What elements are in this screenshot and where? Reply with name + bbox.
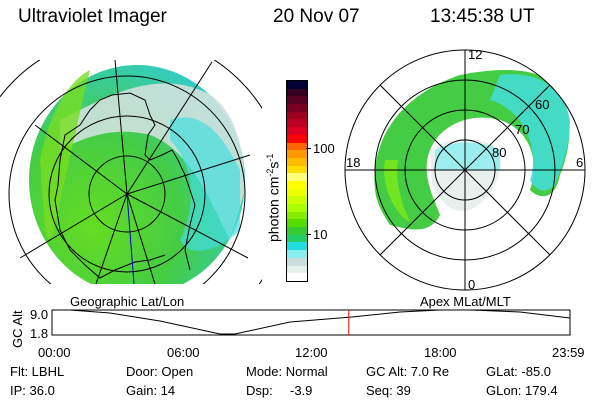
colorbar-band	[287, 234, 307, 243]
colorbar-band	[287, 157, 307, 166]
colorbar-band	[287, 242, 307, 251]
dsp-label: Dsp:	[246, 383, 273, 398]
colorbar-band	[287, 119, 307, 128]
mlt-label-0: 0	[468, 277, 476, 292]
gc-alt-info: GC Alt: 7.0 Re	[366, 364, 450, 379]
colorbar-band	[287, 219, 307, 228]
colorbar-band	[287, 165, 307, 174]
colorbar-band	[287, 188, 307, 197]
seq-info: Seq: 39	[366, 383, 411, 398]
lat-label-80: 80	[492, 145, 507, 160]
colorbar-band	[287, 273, 307, 281]
glat-info: GLat: -85.0	[486, 364, 552, 379]
colorbar-band	[287, 257, 307, 266]
altitude-curve	[69, 309, 571, 335]
colorbar-band	[287, 265, 307, 274]
colorbar-tick-label: 10	[313, 227, 328, 242]
colorbar	[286, 80, 308, 282]
colorbar-band	[287, 127, 307, 135]
colorbar-band	[287, 142, 307, 151]
colorbar-tick-label: 100	[313, 141, 335, 156]
filter-info: Flt: LBHL	[10, 364, 65, 379]
colorbar-band	[287, 227, 307, 235]
instrument-title: Ultraviolet Imager	[18, 6, 167, 27]
dsp-value: -3.9	[290, 383, 313, 398]
colorbar-band	[287, 81, 307, 89]
colorbar-tick	[306, 148, 311, 149]
lat-label-70: 70	[515, 122, 530, 137]
colorbar-band	[287, 204, 307, 212]
colorbar-band	[287, 250, 307, 258]
colorbar-band	[287, 88, 307, 97]
ytick-label: 9.0	[30, 307, 49, 322]
colorbar-band	[287, 104, 307, 112]
ytick-label: 1.8	[30, 326, 49, 341]
time-label: 13:45:38 UT	[430, 6, 535, 27]
ip-info: IP: 36.0	[10, 383, 55, 398]
colorbar-band	[287, 196, 307, 204]
geographic-title: Geographic Lat/Lon	[70, 294, 185, 309]
mlt-label-12: 12	[468, 47, 483, 62]
lat-label-60: 60	[535, 97, 550, 112]
apex-title: Apex MLat/MLT	[420, 294, 511, 309]
colorbar-band	[287, 134, 307, 143]
colorbar-tick	[306, 234, 311, 235]
door-info: Door: Open	[126, 364, 194, 379]
colorbar-band	[287, 96, 307, 105]
gain-info: Gain: 14	[126, 383, 176, 398]
xtick-label: 06:00	[167, 345, 200, 360]
glon-info: GLon: 179.4	[486, 383, 558, 398]
colorbar-band	[287, 150, 307, 158]
mlt-label-18: 18	[346, 155, 361, 170]
xtick-label: 18:00	[424, 345, 457, 360]
colorbar-band	[287, 111, 307, 120]
date-label: 20 Nov 07	[273, 6, 360, 27]
colorbar-band	[287, 173, 307, 181]
xtick-label: 23:59	[552, 345, 585, 360]
colorbar-band	[287, 211, 307, 220]
mode-info: Mode: Normal	[246, 364, 328, 379]
mlt-label-6: 6	[576, 155, 584, 170]
xtick-label: 00:00	[38, 345, 71, 360]
xtick-label: 12:00	[295, 345, 328, 360]
colorbar-band	[287, 180, 307, 189]
